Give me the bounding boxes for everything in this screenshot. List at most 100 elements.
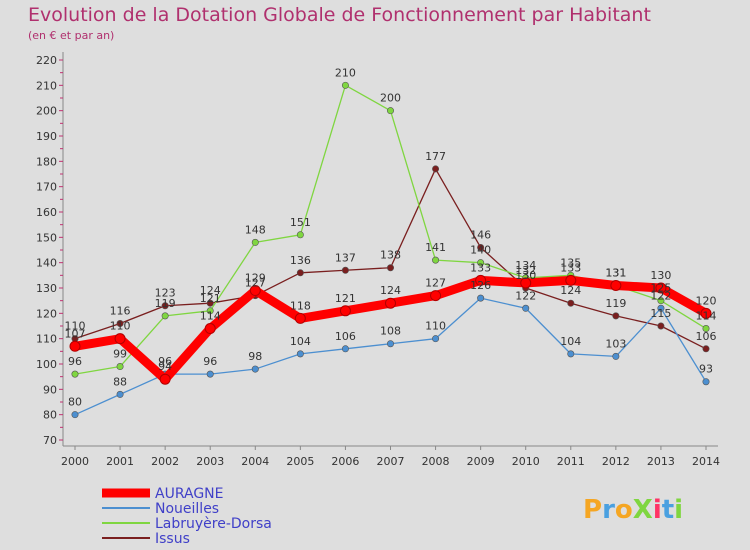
data-label-auragne: 127: [425, 277, 446, 290]
data-label-auragne: 129: [245, 272, 266, 285]
y-tick-label: 170: [36, 181, 57, 194]
logo-letter: r: [602, 495, 615, 525]
data-point-auragne: [475, 274, 487, 286]
data-label-auragne: 110: [110, 320, 131, 333]
logo-letter: o: [615, 495, 633, 525]
data-point-issus: [657, 322, 665, 330]
data-label-auragne: 132: [515, 264, 536, 277]
data-label-labruyere-dorsa: 210: [335, 66, 356, 79]
data-label-noueilles: 80: [68, 396, 82, 409]
x-tick-label: 2010: [512, 455, 540, 468]
data-point-issus: [161, 302, 169, 310]
data-label-noueilles: 126: [470, 279, 491, 292]
data-point-issus: [567, 299, 575, 307]
data-label-issus: 119: [605, 297, 626, 310]
logo-letter: t: [662, 495, 674, 525]
x-tick-label: 2005: [286, 455, 314, 468]
y-tick-label: 140: [36, 257, 57, 270]
x-tick-label: 2002: [151, 455, 179, 468]
data-point-auragne: [249, 285, 261, 297]
y-tick-label: 160: [36, 206, 57, 219]
data-point-issus: [341, 266, 349, 274]
data-label-noueilles: 104: [560, 335, 581, 348]
data-point-noueilles: [251, 365, 259, 373]
logo-letter: i: [653, 495, 662, 525]
data-point-auragne: [430, 290, 442, 302]
logo-letter: P: [583, 495, 602, 525]
x-tick-label: 2013: [647, 455, 675, 468]
data-label-issus: 127: [245, 277, 266, 290]
data-point-issus: [477, 243, 485, 251]
data-label-noueilles: 98: [248, 350, 262, 363]
data-point-labruyere-dorsa: [657, 297, 665, 305]
data-point-noueilles: [612, 352, 620, 360]
data-label-labruyere-dorsa: 151: [290, 216, 311, 229]
data-label-noueilles: 106: [335, 330, 356, 343]
data-point-noueilles: [522, 304, 530, 312]
data-point-issus: [116, 319, 124, 327]
legend-label-labruyere-dorsa: Labruyère-Dorsa: [155, 516, 272, 532]
data-point-auragne: [69, 340, 81, 352]
data-label-auragne: 120: [696, 294, 717, 307]
data-point-issus: [296, 269, 304, 277]
data-label-auragne: 114: [200, 310, 221, 323]
logo-letter: i: [674, 495, 683, 525]
data-label-noueilles: 122: [515, 289, 536, 302]
data-point-issus: [432, 165, 440, 173]
x-tick-label: 2012: [602, 455, 630, 468]
y-tick-label: 100: [36, 358, 57, 371]
data-label-noueilles: 88: [113, 375, 127, 388]
data-label-auragne: 133: [470, 261, 491, 274]
data-point-noueilles: [71, 411, 79, 419]
data-point-noueilles: [702, 378, 710, 386]
data-point-noueilles: [386, 340, 394, 348]
data-label-labruyere-dorsa: 141: [425, 241, 446, 254]
data-point-labruyere-dorsa: [386, 107, 394, 115]
data-label-noueilles: 103: [605, 337, 626, 350]
data-label-labruyere-dorsa: 200: [380, 92, 401, 105]
chart-title: Evolution de la Dotation Globale de Fonc…: [28, 4, 651, 26]
y-tick-label: 190: [36, 130, 57, 143]
data-point-noueilles: [432, 335, 440, 343]
y-tick-label: 210: [36, 79, 57, 92]
axes: 7080901001101201301401501601701801902002…: [36, 52, 720, 468]
data-point-labruyere-dorsa: [251, 238, 259, 246]
y-tick-label: 110: [36, 333, 57, 346]
data-point-noueilles: [567, 350, 575, 358]
data-label-noueilles: 93: [699, 363, 713, 376]
chart-subtitle: (en € et par an): [28, 29, 115, 42]
data-label-auragne: 121: [335, 292, 356, 305]
x-tick-label: 2007: [377, 455, 405, 468]
data-label-labruyere-dorsa: 131: [605, 266, 626, 279]
data-label-labruyere-dorsa: 140: [470, 244, 491, 257]
data-label-labruyere-dorsa: 96: [68, 355, 82, 368]
data-label-labruyere-dorsa: 134: [515, 259, 536, 272]
data-label-issus: 110: [65, 320, 86, 333]
data-label-issus: 116: [110, 304, 131, 317]
data-point-auragne: [294, 312, 306, 324]
data-label-issus: 124: [560, 284, 581, 297]
data-label-issus: 177: [425, 150, 446, 163]
data-point-labruyere-dorsa: [116, 363, 124, 371]
data-label-issus: 136: [290, 254, 311, 267]
data-label-issus: 138: [380, 249, 401, 262]
data-point-issus: [206, 299, 214, 307]
data-point-auragne: [204, 323, 216, 335]
data-label-labruyere-dorsa: 99: [113, 348, 127, 361]
data-point-issus: [612, 312, 620, 320]
y-tick-label: 130: [36, 282, 57, 295]
data-label-issus: 146: [470, 228, 491, 241]
data-point-auragne: [565, 274, 577, 286]
y-tick-label: 80: [43, 409, 57, 422]
legend-label-issus: Issus: [155, 531, 190, 547]
data-point-labruyere-dorsa: [432, 256, 440, 264]
x-tick-label: 2006: [331, 455, 359, 468]
data-label-labruyere-dorsa: 148: [245, 223, 266, 236]
y-tick-label: 220: [36, 54, 57, 67]
y-tick-label: 200: [36, 105, 57, 118]
data-label-issus: 123: [155, 287, 176, 300]
data-point-auragne: [610, 279, 622, 291]
data-point-noueilles: [477, 294, 485, 302]
proxiti-logo: ProXiti: [583, 495, 683, 525]
